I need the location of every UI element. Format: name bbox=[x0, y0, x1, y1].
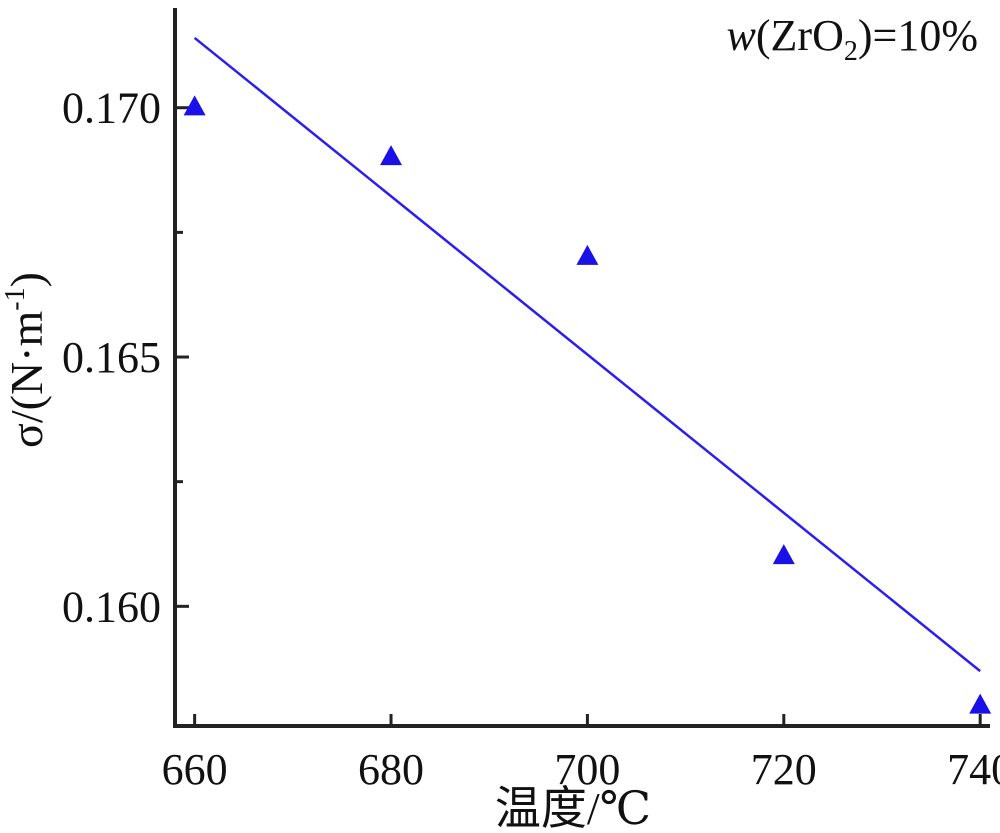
y-tick-label-0.160: 0.160 bbox=[62, 582, 161, 631]
data-point-720 bbox=[772, 544, 795, 565]
tick-labels-layer: 660 680 700 720 740 0.160 0.165 0.170 bbox=[62, 84, 1000, 794]
data-point-680 bbox=[380, 145, 403, 166]
annotation-open: (ZrO bbox=[756, 11, 844, 60]
data-point-660 bbox=[183, 95, 206, 116]
y-axis-title-base: σ/(N·m bbox=[1, 311, 52, 448]
annotation-sub: 2 bbox=[844, 36, 858, 67]
x-tick-label-740: 740 bbox=[947, 745, 1000, 794]
x-tick-label-680: 680 bbox=[358, 745, 424, 794]
composition-annotation: w(ZrO2)=10% bbox=[727, 11, 978, 67]
data-points-layer bbox=[183, 95, 992, 714]
fit-line bbox=[193, 36, 981, 673]
x-tick-label-660: 660 bbox=[162, 745, 228, 794]
annotation-rest: )=10% bbox=[858, 11, 978, 60]
y-tick-label-0.165: 0.165 bbox=[62, 333, 161, 382]
fit-line-layer bbox=[193, 36, 981, 673]
y-axis-title-sup: -1 bbox=[0, 287, 31, 310]
data-point-700 bbox=[576, 244, 599, 265]
y-tick-label-0.170: 0.170 bbox=[62, 84, 161, 133]
x-tick-label-700: 700 bbox=[554, 745, 620, 794]
x-tick-label-720: 720 bbox=[751, 745, 817, 794]
y-axis-title-close: ) bbox=[1, 272, 52, 287]
data-point-740 bbox=[969, 693, 992, 714]
axes bbox=[173, 8, 990, 728]
x-axis-title: 温度/℃ bbox=[495, 783, 651, 833]
annotation-italic: w bbox=[727, 11, 757, 60]
y-axis-title: σ/(N·m-1) bbox=[0, 272, 52, 448]
